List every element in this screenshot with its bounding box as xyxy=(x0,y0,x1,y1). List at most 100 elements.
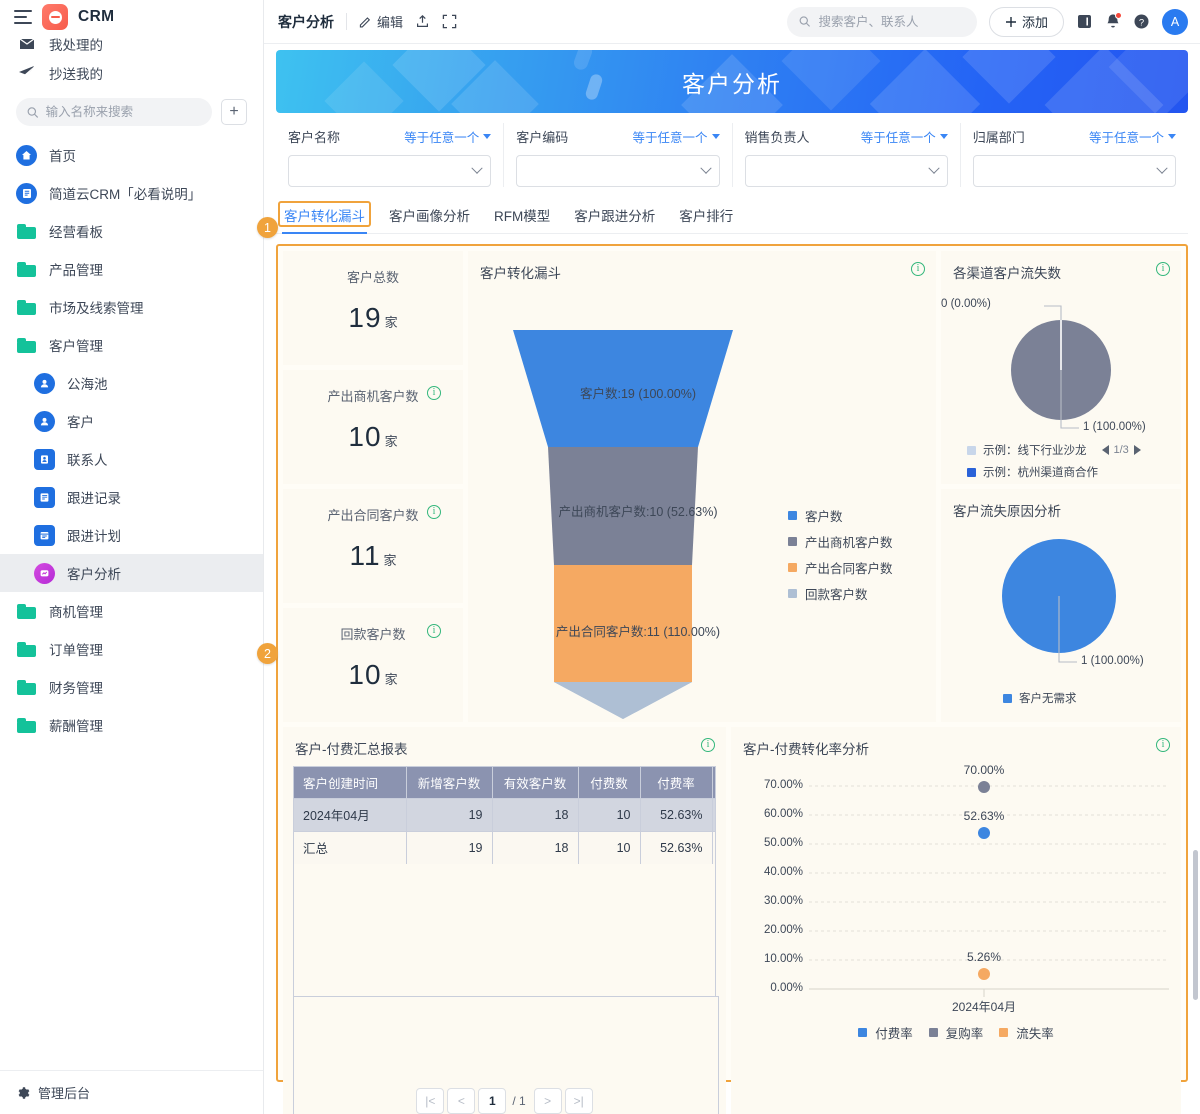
cell-create-time: 2024年04月 xyxy=(294,797,407,831)
sidebar-item-market-leads[interactable]: 市场及线索管理 xyxy=(0,288,263,326)
sidebar-item-crm-readme[interactable]: 简道云CRM「必看说明」 xyxy=(0,174,263,212)
prev-page-icon[interactable] xyxy=(1101,445,1109,455)
sidebar-item-salary-mgmt[interactable]: 薪酬管理 xyxy=(0,706,263,744)
current-page-button[interactable]: 1 xyxy=(478,1088,507,1114)
th-create-time[interactable]: 客户创建时间 xyxy=(294,767,407,798)
filter-operator-dropdown[interactable]: 等于任意一个 xyxy=(632,127,720,146)
record-icon xyxy=(34,486,55,508)
info-icon[interactable]: i xyxy=(701,738,715,752)
th-repurchase-rate[interactable]: 复购率 xyxy=(712,767,715,798)
sidebar-item-opportunity-mgmt[interactable]: 商机管理 xyxy=(0,592,263,630)
tab-customer-profile[interactable]: 客户画像分析 xyxy=(381,201,478,233)
vertical-scrollbar[interactable] xyxy=(1193,850,1198,1000)
th-new-customers[interactable]: 新增客户数 xyxy=(406,767,493,798)
add-app-button[interactable]: + xyxy=(221,99,247,125)
sidebar-item-customer[interactable]: 客户 xyxy=(0,402,263,440)
legend-item[interactable]: 产出商机客户数 xyxy=(788,532,893,551)
th-valid-customers[interactable]: 有效客户数 xyxy=(492,767,579,798)
info-icon[interactable]: i xyxy=(427,505,441,519)
tab-conversion-funnel[interactable]: 客户转化漏斗 xyxy=(276,201,373,234)
home-icon xyxy=(16,144,37,166)
sidebar-item-customer-mgmt[interactable]: 客户管理 xyxy=(0,326,263,364)
sidebar-item-followup-record[interactable]: 跟进记录 xyxy=(0,478,263,516)
menu-toggle-icon[interactable] xyxy=(14,10,32,24)
sidebar-item-customer-analysis[interactable]: 客户分析 xyxy=(0,554,263,592)
filter-operator-dropdown[interactable]: 等于任意一个 xyxy=(1089,127,1176,146)
notifications-button[interactable] xyxy=(1105,12,1122,30)
info-icon[interactable]: i xyxy=(1156,738,1170,752)
share-button[interactable] xyxy=(415,14,430,29)
search-icon xyxy=(27,106,39,118)
sidebar-item-my-handled[interactable]: 我处理的 xyxy=(0,34,263,54)
filter-value-select[interactable] xyxy=(972,155,1176,187)
panel-toggle-button[interactable] xyxy=(1076,13,1093,30)
filter-operator-dropdown[interactable]: 等于任意一个 xyxy=(404,127,492,146)
sidebar-item-label: 首页 xyxy=(49,149,76,164)
sidebar-item-followup-plan[interactable]: 跟进计划 xyxy=(0,516,263,554)
sidebar-item-finance-mgmt[interactable]: 财务管理 xyxy=(0,668,263,706)
filter-label: 客户编码 xyxy=(516,129,569,145)
content-area: 客户分析 客户名称 等于任意一个 客户编码 xyxy=(264,44,1200,1114)
filter-operator-dropdown[interactable]: 等于任意一个 xyxy=(861,127,948,146)
prev-page-button[interactable]: < xyxy=(447,1088,476,1114)
loss-reason-card: 客户流失原因分析 1 (100.00%) xyxy=(941,489,1181,722)
first-page-button[interactable]: |< xyxy=(416,1088,445,1114)
cell-valid-customers: 18 xyxy=(492,830,579,864)
info-icon[interactable]: i xyxy=(1156,262,1170,276)
sidebar-item-business-board[interactable]: 经营看板 xyxy=(0,212,263,250)
legend-item[interactable]: 示例：线下行业沙龙 1/3 xyxy=(967,442,1181,458)
summary-table-wrapper[interactable]: 客户创建时间 新增客户数 有效客户数 付费数 付费率 复购率 xyxy=(293,766,716,996)
th-paid-rate[interactable]: 付费率 xyxy=(640,767,713,798)
info-icon[interactable]: i xyxy=(911,262,925,276)
th-paid-count[interactable]: 付费数 xyxy=(578,767,641,798)
table-row[interactable]: 汇总 19 18 10 52.63% 7 xyxy=(294,830,715,864)
edit-button[interactable]: 编辑 xyxy=(359,12,403,31)
next-page-icon[interactable] xyxy=(1133,445,1141,455)
info-icon[interactable]: i xyxy=(427,624,441,638)
kpi-unit: 家 xyxy=(384,315,398,330)
table-row[interactable]: 2024年04月 19 18 10 52.63% 7 xyxy=(294,797,715,831)
filter-value-select[interactable] xyxy=(744,155,948,187)
cell-new-customers: 19 xyxy=(406,797,493,831)
sidebar-item-home[interactable]: 首页 xyxy=(0,136,263,174)
next-page-button[interactable]: > xyxy=(533,1088,562,1114)
help-button[interactable]: ? xyxy=(1133,13,1150,30)
filter-customer-name: 客户名称 等于任意一个 xyxy=(276,123,505,187)
annotation-badge-2: 2 xyxy=(257,643,278,664)
avatar[interactable]: A xyxy=(1162,8,1188,35)
legend-item[interactable]: 复购率 xyxy=(928,1023,983,1042)
admin-console-link[interactable]: 管理后台 xyxy=(0,1070,263,1114)
legend-item[interactable]: 示例：杭州渠道商合作 xyxy=(967,464,1181,480)
sidebar-item-public-pool[interactable]: 公海池 xyxy=(0,364,263,402)
sidebar-item-contacts[interactable]: 联系人 xyxy=(0,440,263,478)
filter-value-select[interactable] xyxy=(288,155,492,187)
sidebar-item-cc-to-me[interactable]: 抄送我的 xyxy=(0,54,263,92)
global-search-box[interactable] xyxy=(786,6,977,37)
kpi-label: 回款客户数 xyxy=(340,627,406,642)
tab-rfm-model[interactable]: RFM模型 xyxy=(486,201,558,233)
tab-customer-ranking[interactable]: 客户排行 xyxy=(671,201,741,233)
legend-item[interactable]: 客户数 xyxy=(788,506,893,525)
legend-item[interactable]: 回款客户数 xyxy=(788,584,893,603)
global-search-input[interactable] xyxy=(818,14,965,29)
legend-item[interactable]: 流失率 xyxy=(999,1023,1054,1042)
legend-item[interactable]: 客户无需求 xyxy=(1003,690,1181,706)
fullscreen-button[interactable] xyxy=(442,14,457,29)
filter-value-select[interactable] xyxy=(516,155,720,187)
add-button[interactable]: 添加 xyxy=(988,6,1064,37)
filter-sales-owner: 销售负责人 等于任意一个 xyxy=(733,123,961,187)
sidebar-search-box[interactable] xyxy=(16,98,212,126)
sidebar-item-order-mgmt[interactable]: 订单管理 xyxy=(0,630,263,668)
last-page-button[interactable]: >| xyxy=(564,1088,593,1114)
legend-item[interactable]: 付费率 xyxy=(858,1023,913,1042)
sidebar-search-input[interactable] xyxy=(45,105,201,119)
info-icon[interactable]: i xyxy=(427,386,441,400)
send-icon xyxy=(16,63,37,84)
sidebar-item-product-mgmt[interactable]: 产品管理 xyxy=(0,250,263,288)
legend-item[interactable]: 产出合同客户数 xyxy=(788,558,893,577)
tab-followup-analysis[interactable]: 客户跟进分析 xyxy=(566,201,663,233)
brand-title: CRM xyxy=(78,8,115,25)
dashboard-row-bottom: 客户-付费汇总报表 i 客户创建时间 新增客户数 有效客户数 付费数 xyxy=(283,727,1181,1114)
kpi-column: 客户总数 19 家 i 产出商机客户数 10 家 xyxy=(283,251,463,722)
legend-pager[interactable]: 1/3 xyxy=(1101,444,1141,456)
